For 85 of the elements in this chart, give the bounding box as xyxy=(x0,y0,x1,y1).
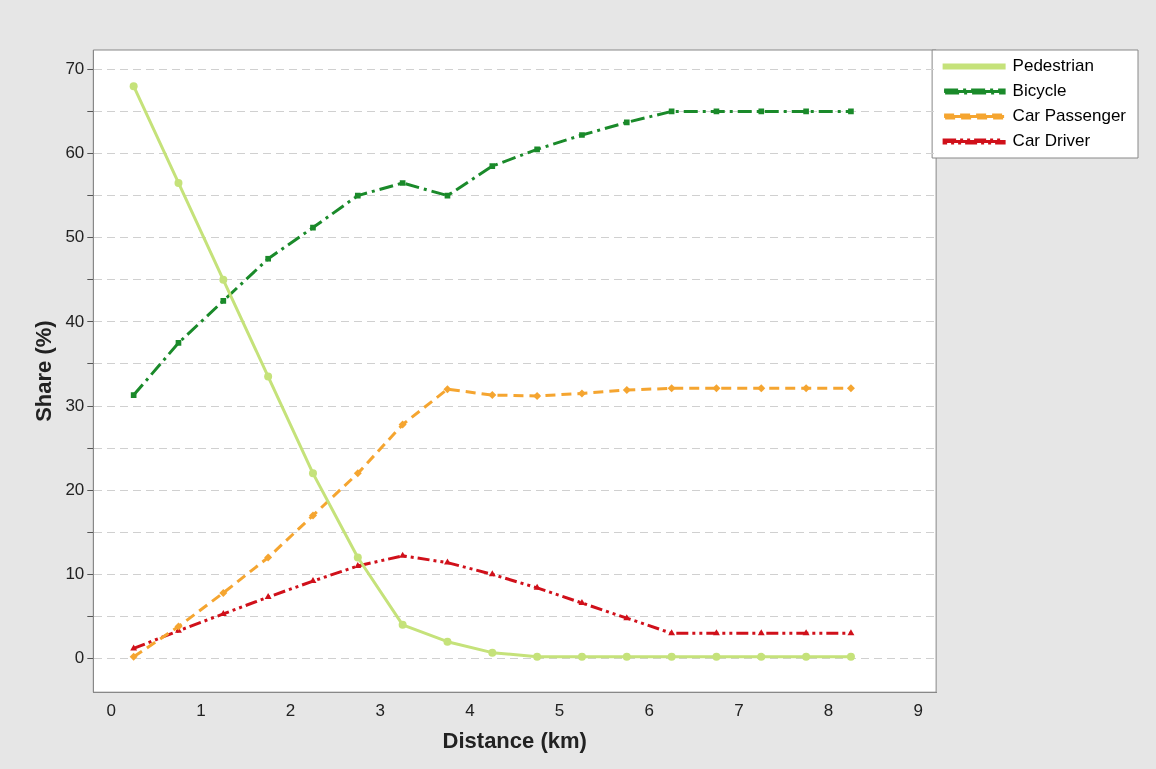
point xyxy=(353,553,362,562)
point xyxy=(847,629,855,636)
point xyxy=(667,652,676,661)
y-tick-label: 0 xyxy=(74,648,85,668)
point xyxy=(623,119,630,126)
point xyxy=(220,297,227,304)
point xyxy=(309,577,317,584)
point xyxy=(622,652,631,661)
point xyxy=(353,469,362,478)
y-tick-label: 30 xyxy=(65,395,85,415)
point xyxy=(130,392,137,398)
point xyxy=(174,622,183,631)
x-tick-label: 3 xyxy=(375,701,385,721)
point xyxy=(443,637,452,646)
point xyxy=(264,553,273,562)
point xyxy=(308,511,317,520)
legend-label: Bicycle xyxy=(1012,81,1067,101)
y-tick-label: 10 xyxy=(65,564,85,584)
x-tick-label: 0 xyxy=(106,701,116,721)
point xyxy=(174,178,183,187)
x-axis-title: Distance (km) xyxy=(442,727,587,753)
x-tick-label: 8 xyxy=(823,701,834,721)
point xyxy=(264,372,273,381)
legend-label: Car Passenger xyxy=(1012,106,1127,126)
x-tick-label: 4 xyxy=(465,701,475,721)
point xyxy=(803,108,809,115)
point xyxy=(398,420,407,429)
point xyxy=(219,588,228,597)
point xyxy=(399,551,407,558)
point xyxy=(489,163,496,169)
point xyxy=(667,384,676,393)
point xyxy=(488,391,497,400)
y-tick-label: 20 xyxy=(65,479,85,499)
point xyxy=(129,82,138,91)
point xyxy=(802,652,811,661)
y-tick-label: 60 xyxy=(65,143,85,163)
y-tick-label: 40 xyxy=(65,311,85,331)
point xyxy=(175,340,182,346)
point xyxy=(443,385,452,394)
point xyxy=(846,652,855,661)
point xyxy=(129,652,138,661)
point xyxy=(846,384,855,393)
y-axis-title: Share (%) xyxy=(31,320,57,422)
x-tick-label: 5 xyxy=(554,701,565,721)
point xyxy=(757,629,765,636)
legend-label: Car Driver xyxy=(1012,131,1091,151)
point xyxy=(668,629,676,636)
point xyxy=(757,384,766,393)
point xyxy=(399,180,406,186)
x-tick-label: 7 xyxy=(734,701,744,721)
point xyxy=(757,652,766,661)
point xyxy=(308,469,317,478)
x-tick-label: 2 xyxy=(285,701,296,721)
y-tick-label: 50 xyxy=(65,227,85,247)
point xyxy=(219,275,228,284)
point xyxy=(622,386,631,395)
point xyxy=(533,652,542,661)
point xyxy=(577,652,586,661)
point xyxy=(533,391,542,400)
point xyxy=(265,255,271,262)
y-tick-label: 70 xyxy=(65,59,85,79)
point xyxy=(578,598,586,605)
point xyxy=(488,570,496,577)
x-tick-label: 6 xyxy=(644,701,654,721)
point xyxy=(712,384,721,393)
point xyxy=(577,389,586,398)
point xyxy=(623,614,631,621)
point xyxy=(758,108,765,115)
x-tick-label: 1 xyxy=(196,701,206,721)
point xyxy=(579,132,585,138)
point xyxy=(264,593,272,600)
point xyxy=(354,192,361,199)
point xyxy=(848,108,854,115)
legend-label: Pedestrian xyxy=(1012,56,1094,76)
point xyxy=(533,583,541,590)
point xyxy=(712,629,720,636)
point xyxy=(488,648,497,657)
point xyxy=(444,558,451,565)
point xyxy=(802,629,810,636)
point xyxy=(712,652,721,661)
point xyxy=(354,561,362,568)
point xyxy=(310,224,316,231)
point xyxy=(534,146,540,153)
point xyxy=(398,620,407,629)
x-tick-label: 9 xyxy=(913,701,923,721)
